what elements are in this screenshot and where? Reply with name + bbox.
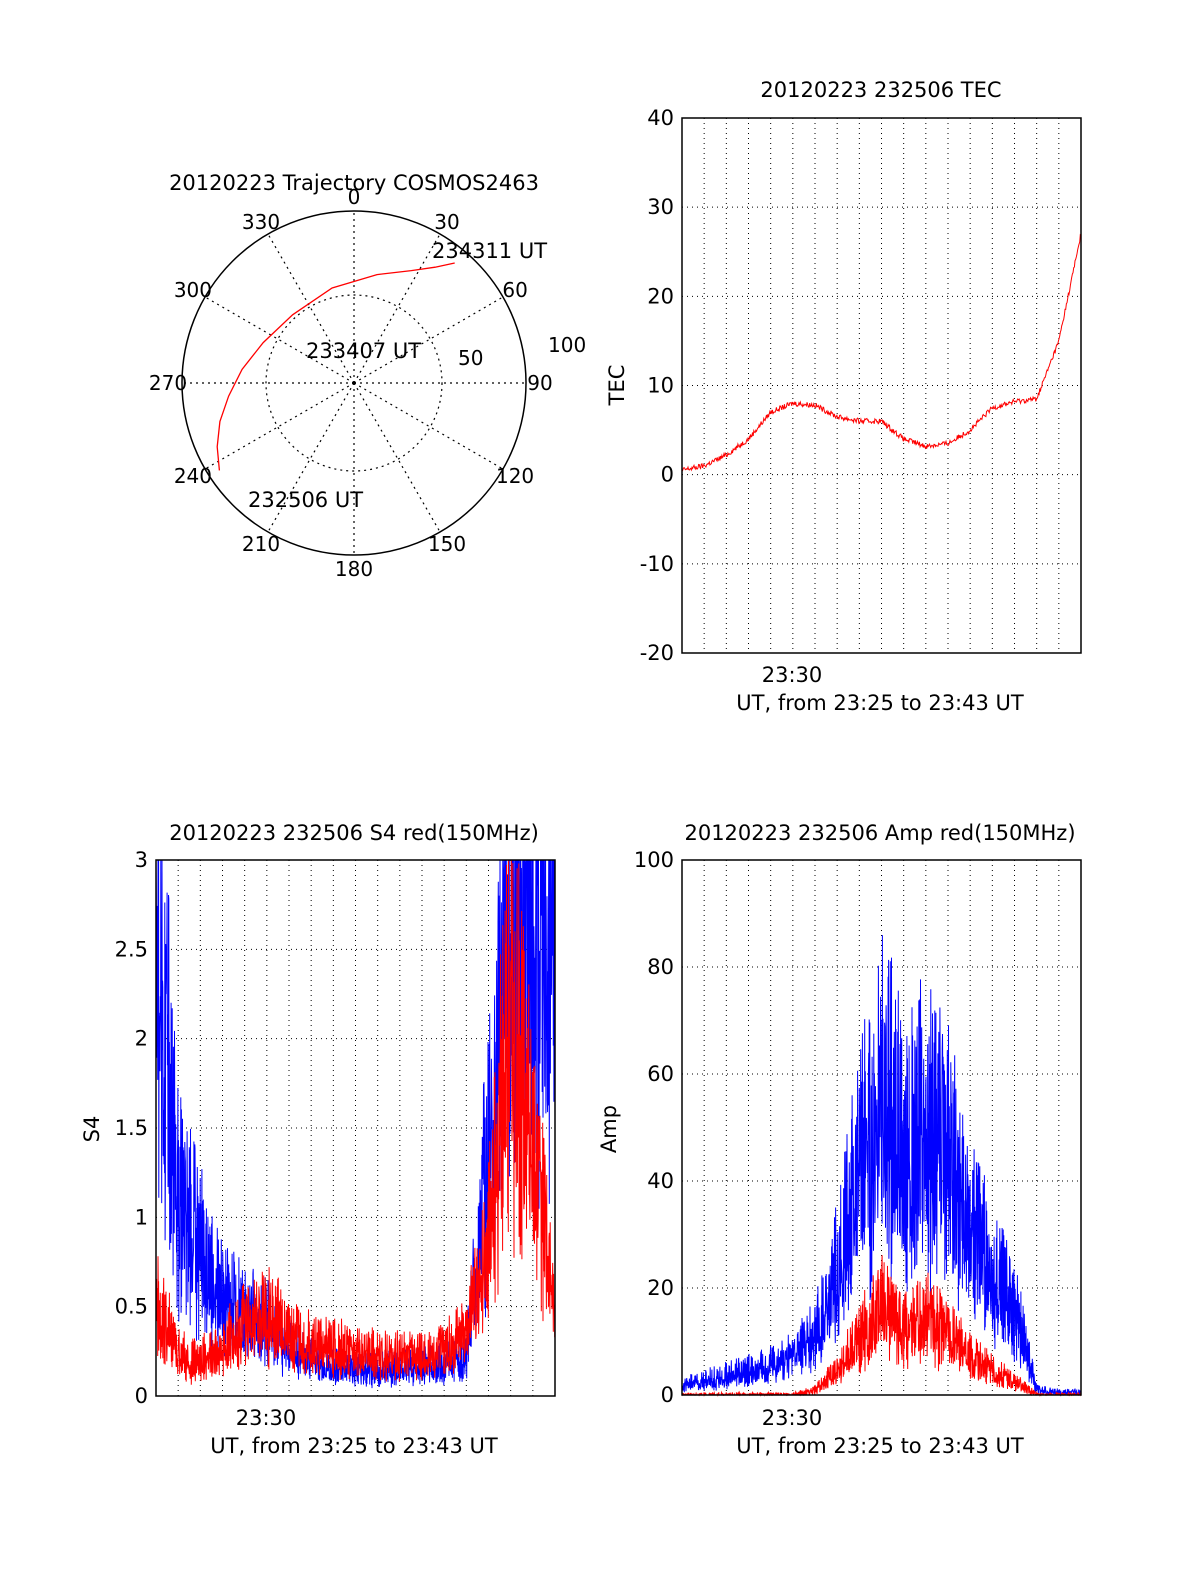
tec-ytick-label: -10 bbox=[640, 552, 674, 576]
s4-xlabel: UT, from 23:25 to 23:43 UT bbox=[210, 1434, 498, 1458]
polar-az-label-240: 240 bbox=[174, 464, 212, 488]
tec-ytick-label: 20 bbox=[647, 284, 674, 308]
polar-spoke-210 bbox=[267, 382, 355, 533]
amp-ytick-label: 20 bbox=[647, 1276, 674, 1300]
polar-spoke-60 bbox=[353, 296, 504, 384]
tec-ytick-label: 10 bbox=[647, 374, 674, 398]
s4-xtick-label: 23:30 bbox=[236, 1406, 297, 1430]
amp-ytick-label: 0 bbox=[661, 1383, 674, 1407]
s4-ytick-label: 2 bbox=[135, 1027, 148, 1051]
polar-trajectory-track bbox=[216, 262, 455, 471]
amp-y-tick-labels: 0 20 40 60 80 100 bbox=[634, 848, 674, 1407]
tec-series-group bbox=[681, 233, 1082, 472]
tec-xlabel: UT, from 23:25 to 23:43 UT bbox=[736, 691, 1024, 715]
polar-spoke-300 bbox=[204, 296, 355, 384]
amp-plot-frame bbox=[681, 859, 1082, 1396]
tec-ytick-label: 0 bbox=[661, 463, 674, 487]
trajectory-polar-panel: 20120223 Trajectory COSMOS2463 0 30 60 90 12… bbox=[149, 171, 586, 581]
polar-spoke-150 bbox=[353, 382, 441, 533]
s4-series-group bbox=[155, 859, 556, 1389]
s4-ytick-label: 3 bbox=[135, 848, 148, 872]
polar-spoke-120 bbox=[353, 382, 504, 470]
polar-az-label-150: 150 bbox=[428, 532, 466, 556]
s4-ytick-label: 0 bbox=[135, 1384, 148, 1408]
s4-ytick-label: 2.5 bbox=[115, 937, 148, 961]
tec-ytick-label: 30 bbox=[647, 195, 674, 219]
polar-azimuth-labels: 0 30 60 90 120 150 180 210 240 270 300 330 bbox=[149, 185, 553, 581]
s4-ylabel: S4 bbox=[80, 1116, 104, 1143]
polar-annotation-start: 232506 UT bbox=[248, 488, 363, 512]
polar-az-label-300: 300 bbox=[174, 278, 212, 302]
s4-ytick-label: 1 bbox=[135, 1205, 148, 1229]
amp-xtick-label: 23:30 bbox=[762, 1406, 823, 1430]
tec-xtick-label: 23:30 bbox=[762, 663, 823, 687]
tec-plot-frame bbox=[681, 117, 1082, 654]
s4-title: 20120223 232506 S4 red(150MHz) bbox=[169, 821, 539, 845]
amp-title: 20120223 232506 Amp red(150MHz) bbox=[684, 821, 1075, 845]
polar-az-label-180: 180 bbox=[335, 557, 373, 581]
s4-series-1 bbox=[155, 859, 556, 1385]
polar-spokes bbox=[182, 211, 526, 555]
s4-y-tick-labels: 0 0.5 1 1.5 2 2.5 3 bbox=[115, 848, 148, 1408]
tec-title: 20120223 232506 TEC bbox=[760, 78, 1001, 102]
s4-panel: 20120223 232506 S4 red(150MHz) 0 0.5 1 1.5 2… bbox=[80, 821, 556, 1458]
amp-series-group bbox=[681, 935, 1082, 1397]
amp-ytick-label: 60 bbox=[647, 1062, 674, 1086]
tec-grid bbox=[682, 118, 1081, 653]
polar-spoke-30 bbox=[353, 233, 441, 384]
amp-ytick-label: 40 bbox=[647, 1169, 674, 1193]
polar-az-label-120: 120 bbox=[496, 464, 534, 488]
amp-ylabel: Amp bbox=[597, 1105, 621, 1153]
tec-ytick-label: -20 bbox=[640, 641, 674, 665]
polar-az-label-0: 0 bbox=[348, 185, 361, 209]
tec-y-tick-labels: -20 -10 0 10 20 30 40 bbox=[640, 106, 674, 665]
tec-ylabel: TEC bbox=[605, 365, 629, 407]
polar-spoke-240 bbox=[204, 382, 355, 470]
polar-az-label-90: 90 bbox=[527, 371, 552, 395]
amp-panel: 20120223 232506 Amp red(150MHz) 0 20 40 60 8… bbox=[597, 821, 1082, 1458]
polar-az-label-60: 60 bbox=[502, 278, 527, 302]
amp-series-0 bbox=[681, 935, 1082, 1397]
polar-az-label-210: 210 bbox=[242, 532, 280, 556]
s4-ytick-label: 1.5 bbox=[115, 1116, 148, 1140]
s4-ytick-label: 0.5 bbox=[115, 1295, 148, 1319]
tec-series-0 bbox=[681, 233, 1082, 472]
polar-spoke-330 bbox=[267, 233, 355, 384]
polar-mid-circle bbox=[265, 294, 443, 472]
polar-outer-circle bbox=[181, 210, 527, 556]
amp-ytick-label: 100 bbox=[634, 848, 674, 872]
s4-series-0 bbox=[155, 859, 556, 1389]
polar-radial-label-50: 50 bbox=[458, 346, 483, 370]
polar-radial-label-100: 100 bbox=[548, 333, 586, 357]
polar-az-label-30: 30 bbox=[434, 210, 459, 234]
amp-ytick-label: 80 bbox=[647, 955, 674, 979]
polar-annotation-end: 234311 UT bbox=[432, 239, 547, 263]
polar-annotation-mid: 233407 UT bbox=[306, 339, 421, 363]
polar-az-label-330: 330 bbox=[242, 210, 280, 234]
tec-ytick-label: 40 bbox=[647, 106, 674, 130]
polar-title: 20120223 Trajectory COSMOS2463 bbox=[169, 171, 539, 195]
s4-plot-frame bbox=[155, 859, 556, 1397]
amp-xlabel: UT, from 23:25 to 23:43 UT bbox=[736, 1434, 1024, 1458]
polar-az-label-270: 270 bbox=[149, 371, 187, 395]
